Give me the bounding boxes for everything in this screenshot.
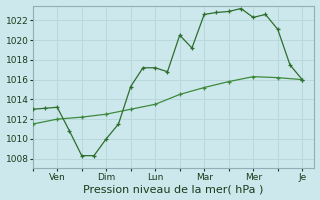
X-axis label: Pression niveau de la mer( hPa ): Pression niveau de la mer( hPa ) [84, 184, 264, 194]
